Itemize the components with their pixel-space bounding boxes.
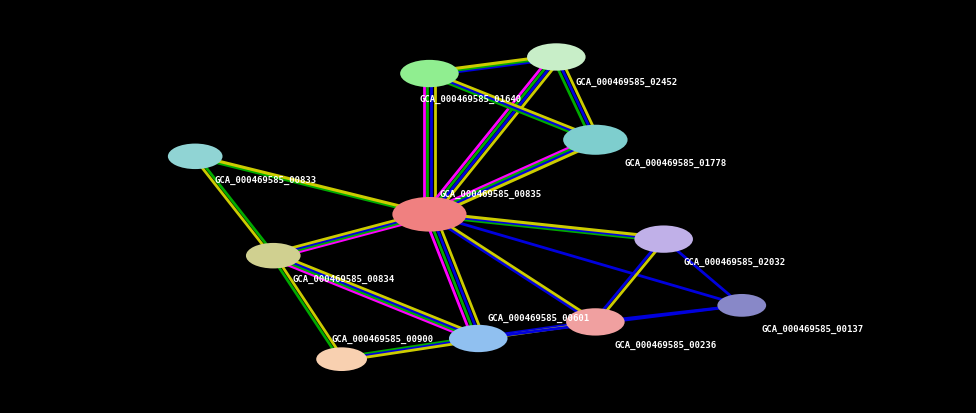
Text: GCA_000469585_00601: GCA_000469585_00601 — [488, 313, 590, 323]
Text: GCA_000469585_02452: GCA_000469585_02452 — [576, 78, 678, 87]
Text: GCA_000469585_02032: GCA_000469585_02032 — [683, 258, 786, 267]
Ellipse shape — [563, 126, 628, 155]
Ellipse shape — [400, 61, 459, 88]
Text: GCA_000469585_00900: GCA_000469585_00900 — [332, 334, 434, 343]
Text: GCA_000469585_00833: GCA_000469585_00833 — [215, 175, 317, 184]
Ellipse shape — [316, 347, 367, 371]
Ellipse shape — [449, 325, 508, 352]
Ellipse shape — [566, 309, 625, 336]
Ellipse shape — [246, 243, 301, 269]
Ellipse shape — [527, 44, 586, 71]
Text: GCA_000469585_00236: GCA_000469585_00236 — [615, 340, 717, 349]
Ellipse shape — [392, 197, 467, 232]
Text: GCA_000469585_01778: GCA_000469585_01778 — [625, 159, 727, 168]
Text: GCA_000469585_00835: GCA_000469585_00835 — [439, 190, 542, 199]
Text: GCA_000469585_00137: GCA_000469585_00137 — [761, 324, 864, 333]
Ellipse shape — [717, 294, 766, 317]
Ellipse shape — [634, 226, 693, 253]
Text: GCA_000469585_01640: GCA_000469585_01640 — [420, 95, 522, 104]
Ellipse shape — [168, 144, 223, 170]
Text: GCA_000469585_00834: GCA_000469585_00834 — [293, 274, 395, 283]
